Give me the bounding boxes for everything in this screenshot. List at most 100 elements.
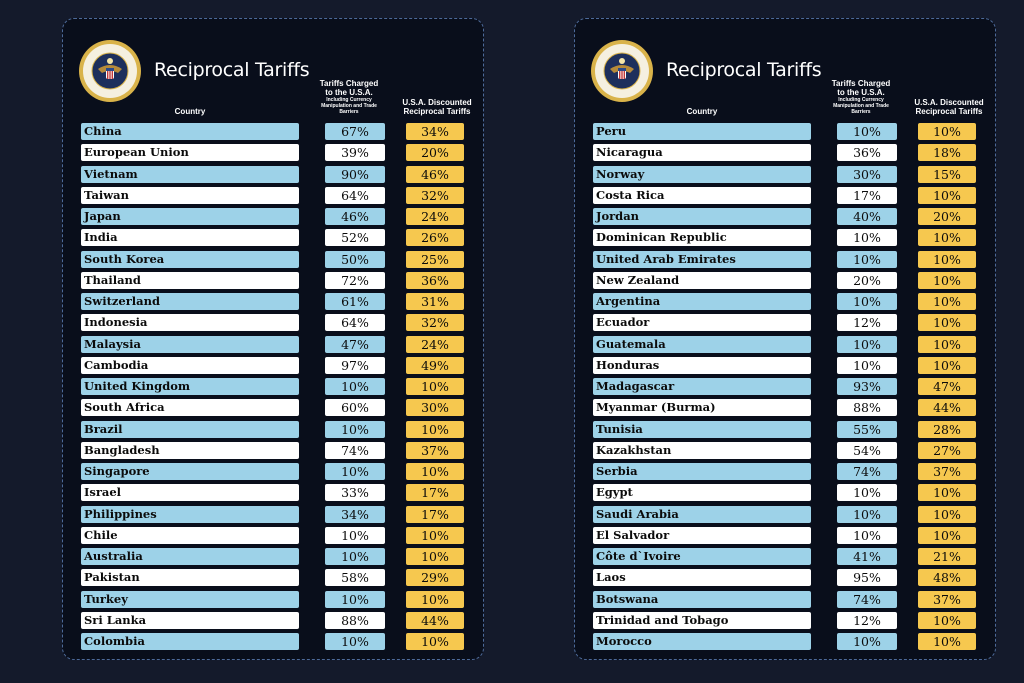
table-row: Brazil 10% 10%: [63, 420, 483, 438]
charged-tariff-cell: 74%: [837, 463, 897, 480]
charged-tariff-cell: 10%: [837, 526, 897, 544]
reciprocal-tariff-cell: 10%: [406, 590, 464, 608]
reciprocal-tariff-cell: 20%: [918, 208, 976, 225]
charged-tariff-cell: 34%: [325, 505, 385, 523]
country-cell: Kazakhstan: [593, 441, 811, 459]
reciprocal-tariff-cell: 29%: [406, 569, 464, 587]
country-cell: Singapore: [81, 463, 299, 480]
charged-tariff-cell: 93%: [837, 378, 897, 395]
country-cell: Myanmar (Burma): [593, 399, 811, 417]
table-row: Egypt 10% 10%: [575, 484, 995, 502]
charged-tariff-cell: 88%: [837, 399, 897, 417]
charged-tariff-cell: 10%: [837, 229, 897, 247]
country-cell: Côte d`Ivoire: [593, 548, 811, 565]
country-cell: Israel: [81, 484, 299, 502]
charged-column-header: Tariffs Charged to the U.S.A. Including …: [828, 79, 894, 115]
reciprocal-tariff-cell: 10%: [406, 526, 464, 544]
country-cell: Bangladesh: [81, 441, 299, 459]
charged-tariff-cell: 10%: [837, 484, 897, 502]
table-row: Australia 10% 10%: [63, 548, 483, 565]
country-cell: Egypt: [593, 484, 811, 502]
table-row: China 67% 34%: [63, 123, 483, 140]
charged-column-header: Tariffs Charged to the U.S.A. Including …: [316, 79, 382, 115]
table-row: Honduras 10% 10%: [575, 356, 995, 374]
charged-tariff-cell: 10%: [837, 293, 897, 310]
country-cell: Switzerland: [81, 293, 299, 310]
country-cell: Peru: [593, 123, 811, 140]
country-cell: Norway: [593, 165, 811, 183]
charged-tariff-cell: 52%: [325, 229, 385, 247]
table-row: Costa Rica 17% 10%: [575, 186, 995, 204]
country-cell: Trinidad and Tobago: [593, 611, 811, 629]
table-row: Jordan 40% 20%: [575, 208, 995, 225]
charged-tariff-cell: 64%: [325, 314, 385, 332]
country-cell: Indonesia: [81, 314, 299, 332]
charged-header-sublabel: Including Currency Manipulation and Trad…: [321, 97, 377, 115]
charged-tariff-cell: 10%: [325, 633, 385, 650]
charged-tariff-cell: 90%: [325, 165, 385, 183]
reciprocal-tariff-cell: 10%: [918, 229, 976, 247]
reciprocal-tariff-cell: 10%: [918, 293, 976, 310]
reciprocal-tariff-cell: 10%: [406, 548, 464, 565]
table-row: Laos 95% 48%: [575, 569, 995, 587]
charged-header-label: Tariffs Charged to the U.S.A.: [319, 79, 379, 97]
charged-tariff-cell: 36%: [837, 144, 897, 162]
charged-tariff-cell: 61%: [325, 293, 385, 310]
table-row: Côte d`Ivoire 41% 21%: [575, 548, 995, 565]
charged-tariff-cell: 20%: [837, 271, 897, 289]
country-cell: South Africa: [81, 399, 299, 417]
reciprocal-tariff-cell: 18%: [918, 144, 976, 162]
reciprocal-tariff-cell: 32%: [406, 186, 464, 204]
table-row: Trinidad and Tobago 12% 10%: [575, 611, 995, 629]
table-row: South Africa 60% 30%: [63, 399, 483, 417]
table-row: Sri Lanka 88% 44%: [63, 611, 483, 629]
reciprocal-tariff-cell: 32%: [406, 314, 464, 332]
table-row: Turkey 10% 10%: [63, 590, 483, 608]
country-cell: Cambodia: [81, 356, 299, 374]
country-cell: Dominican Republic: [593, 229, 811, 247]
charged-tariff-cell: 74%: [325, 441, 385, 459]
table-row: Taiwan 64% 32%: [63, 186, 483, 204]
country-cell: Argentina: [593, 293, 811, 310]
country-cell: Vietnam: [81, 165, 299, 183]
charged-tariff-cell: 64%: [325, 186, 385, 204]
country-cell: United Arab Emirates: [593, 250, 811, 268]
reciprocal-column-header: U.S.A. Discounted Reciprocal Tariffs: [914, 98, 984, 116]
charged-tariff-cell: 54%: [837, 441, 897, 459]
country-cell: Morocco: [593, 633, 811, 650]
charged-tariff-cell: 10%: [325, 526, 385, 544]
country-cell: Honduras: [593, 356, 811, 374]
table-row: Serbia 74% 37%: [575, 463, 995, 480]
reciprocal-tariff-cell: 10%: [918, 505, 976, 523]
charged-tariff-cell: 40%: [837, 208, 897, 225]
charged-tariff-cell: 10%: [325, 590, 385, 608]
country-cell: Pakistan: [81, 569, 299, 587]
country-cell: Guatemala: [593, 335, 811, 353]
table-row: Myanmar (Burma) 88% 44%: [575, 399, 995, 417]
charged-tariff-cell: 33%: [325, 484, 385, 502]
charged-tariff-cell: 39%: [325, 144, 385, 162]
table-row: Norway 30% 15%: [575, 165, 995, 183]
reciprocal-tariff-cell: 37%: [406, 441, 464, 459]
charged-tariff-cell: 10%: [837, 123, 897, 140]
country-cell: Philippines: [81, 505, 299, 523]
reciprocal-tariff-cell: 10%: [406, 420, 464, 438]
reciprocal-tariff-cell: 36%: [406, 271, 464, 289]
reciprocal-tariff-cell: 10%: [918, 633, 976, 650]
reciprocal-tariff-cell: 17%: [406, 505, 464, 523]
charged-tariff-cell: 95%: [837, 569, 897, 587]
charged-tariff-cell: 60%: [325, 399, 385, 417]
presidential-seal-icon: [591, 40, 653, 102]
reciprocal-tariff-cell: 10%: [918, 186, 976, 204]
country-cell: Laos: [593, 569, 811, 587]
page-title: Reciprocal Tariffs: [666, 59, 822, 81]
reciprocal-tariff-cell: 44%: [918, 399, 976, 417]
country-cell: United Kingdom: [81, 378, 299, 395]
country-cell: Malaysia: [81, 335, 299, 353]
reciprocal-tariff-cell: 10%: [406, 378, 464, 395]
reciprocal-tariff-cell: 10%: [918, 611, 976, 629]
country-cell: Tunisia: [593, 420, 811, 438]
charged-tariff-cell: 10%: [837, 505, 897, 523]
tariff-panel-left: Reciprocal Tariffs Country Tariffs Charg…: [62, 18, 484, 660]
country-cell: Brazil: [81, 420, 299, 438]
